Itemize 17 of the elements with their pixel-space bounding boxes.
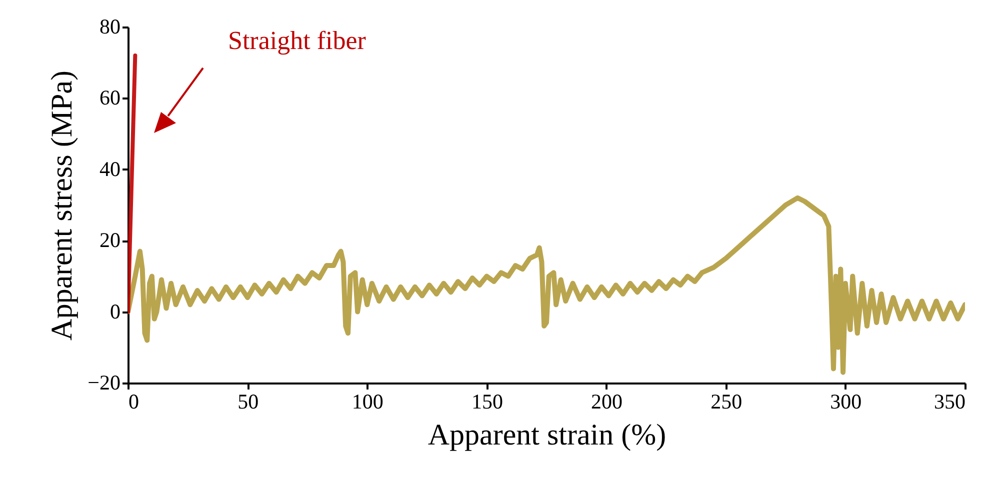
x-tick-label: 300 bbox=[830, 390, 862, 414]
x-tick-label: 250 bbox=[710, 390, 742, 414]
x-tick-label: 0 bbox=[128, 390, 139, 414]
x-tick-label: 350 bbox=[934, 390, 966, 414]
x-tick-label: 100 bbox=[352, 390, 384, 414]
x-tick-label: 50 bbox=[238, 390, 259, 414]
y-tick-label: 20 bbox=[100, 228, 120, 252]
x-axis-title: Apparent strain (%) bbox=[428, 418, 666, 452]
x-tick-label: 150 bbox=[471, 390, 503, 414]
y-tick-label: 40 bbox=[100, 156, 120, 181]
x-tick-label: 200 bbox=[591, 390, 623, 414]
y-tick-label: 0 bbox=[110, 299, 120, 324]
y-axis-title: Apparent stress (MPa) bbox=[46, 70, 79, 340]
annotation: Straight fiber bbox=[228, 26, 366, 55]
y-tick-label: −20 bbox=[88, 370, 120, 394]
y-tick-label: 60 bbox=[100, 86, 120, 110]
y-tick-label: 80 bbox=[100, 14, 120, 38]
